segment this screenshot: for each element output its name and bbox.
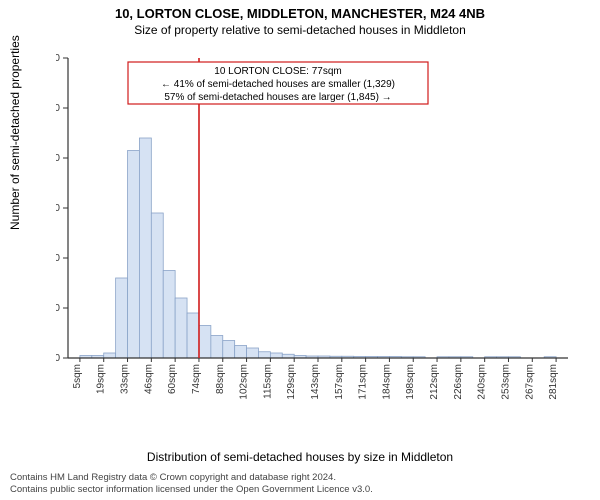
y-tick-label: 1000: [56, 103, 60, 114]
histogram-bar: [104, 353, 116, 358]
histogram-bar: [187, 313, 199, 358]
page-title-line1: 10, LORTON CLOSE, MIDDLETON, MANCHESTER,…: [0, 6, 600, 21]
histogram-bar: [247, 348, 259, 358]
y-tick-label: 400: [56, 253, 60, 264]
x-tick-label: 88sqm: [215, 364, 226, 394]
x-tick-label: 115sqm: [262, 364, 273, 399]
x-axis-label: Distribution of semi-detached houses by …: [0, 450, 600, 464]
x-tick-label: 74sqm: [191, 364, 202, 394]
annotation-line1: 10 LORTON CLOSE: 77sqm: [214, 66, 341, 77]
x-tick-label: 5sqm: [72, 364, 83, 388]
x-tick-label: 171sqm: [358, 364, 369, 400]
y-tick-label: 1200: [56, 53, 60, 64]
x-tick-label: 281sqm: [548, 364, 559, 400]
y-tick-label: 600: [56, 203, 60, 214]
histogram-bar: [139, 138, 151, 358]
histogram-bar: [116, 278, 128, 358]
histogram-bar: [258, 352, 270, 358]
chart-container: 0 200 400 600 800 1000 1200 5sqm 19sqm 33sqm 46sqm…: [56, 50, 580, 420]
x-tick-label: 157sqm: [334, 364, 345, 400]
x-tick-label: 60sqm: [167, 364, 178, 394]
x-tick-label: 253sqm: [500, 364, 511, 400]
x-tick-label: 33sqm: [120, 364, 131, 394]
histogram-bar: [211, 336, 223, 359]
histogram-bar: [163, 271, 175, 359]
x-tick-label: 46sqm: [143, 364, 154, 394]
histogram-bar: [128, 151, 140, 359]
x-tick-label: 19sqm: [96, 364, 107, 394]
x-tick-label: 198sqm: [405, 364, 416, 400]
x-tick-label: 143sqm: [310, 364, 321, 400]
histogram-bar: [223, 341, 235, 359]
x-tick-label: 102sqm: [239, 364, 250, 400]
x-tick-label: 267sqm: [524, 364, 535, 400]
x-tick-label: 184sqm: [381, 364, 392, 400]
histogram-chart: 0 200 400 600 800 1000 1200 5sqm 19sqm 33sqm 46sqm…: [56, 50, 580, 420]
histogram-bar: [199, 326, 211, 359]
x-tick-label: 212sqm: [429, 364, 440, 400]
y-tick-label: 800: [56, 153, 60, 164]
x-tick-label: 240sqm: [477, 364, 488, 400]
annotation-line3: 57% of semi-detached houses are larger (…: [164, 92, 391, 103]
x-tick-label: 129sqm: [286, 364, 297, 400]
y-axis-label: Number of semi-detached properties: [8, 35, 22, 230]
footer-attribution: Contains HM Land Registry data © Crown c…: [10, 472, 590, 496]
footer-line2: Contains public sector information licen…: [10, 484, 590, 496]
annotation-line2: ← 41% of semi-detached houses are smalle…: [161, 79, 395, 90]
histogram-bar: [175, 298, 187, 358]
y-tick-label: 0: [56, 353, 60, 364]
histogram-bar: [235, 346, 247, 359]
histogram-bar: [270, 353, 282, 358]
x-tick-label: 226sqm: [453, 364, 464, 400]
footer-line1: Contains HM Land Registry data © Crown c…: [10, 472, 590, 484]
page-title-line2: Size of property relative to semi-detach…: [0, 23, 600, 37]
histogram-bar: [151, 213, 163, 358]
y-tick-label: 200: [56, 303, 60, 314]
